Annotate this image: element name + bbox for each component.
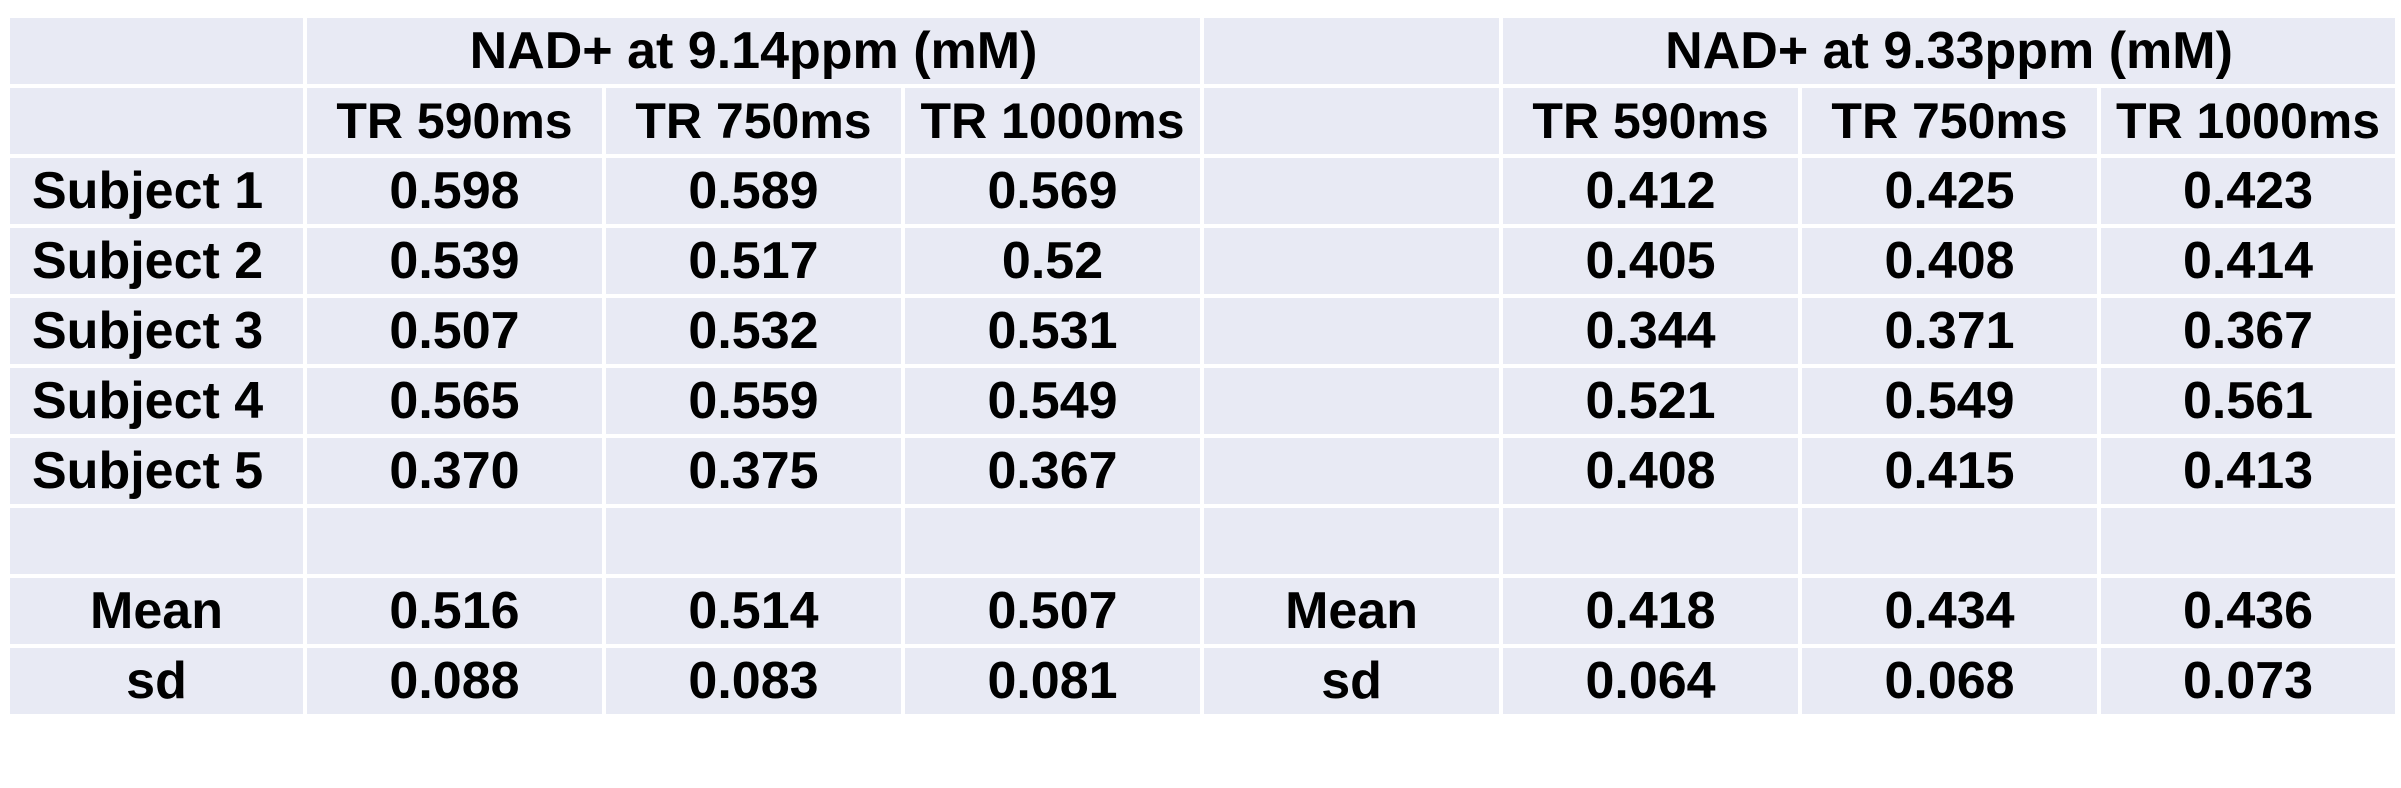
table-row: Subject 1 0.598 0.589 0.569 0.412 0.425 … — [6, 154, 2400, 228]
table-cell: 0.344 — [1499, 294, 1803, 368]
table-cell: 0.531 — [900, 294, 1205, 368]
table-cell: 0.559 — [602, 364, 905, 438]
row-label: Subject 1 — [6, 154, 307, 228]
empty-cell — [1499, 504, 1803, 578]
stat-label: Mean — [6, 574, 307, 648]
table-row: Subject 2 0.539 0.517 0.52 0.405 0.408 0… — [6, 224, 2400, 298]
empty-cell — [303, 504, 606, 578]
spacer-cell — [1200, 84, 1504, 158]
table-cell: 0.549 — [900, 364, 1205, 438]
table-cell: 0.434 — [1798, 574, 2102, 648]
table-cell: 0.516 — [303, 574, 606, 648]
spacer-cell — [1200, 154, 1504, 228]
stats-row-mean: Mean 0.516 0.514 0.507 Mean 0.418 0.434 … — [6, 574, 2400, 648]
table-cell: 0.412 — [1499, 154, 1803, 228]
table-cell: 0.517 — [602, 224, 905, 298]
table-cell: 0.425 — [1798, 154, 2102, 228]
empty-cell — [1798, 504, 2102, 578]
table-cell: 0.436 — [2097, 574, 2400, 648]
row-label: Subject 5 — [6, 434, 307, 508]
subheader-row: TR 590ms TR 750ms TR 1000ms TR 590ms TR … — [6, 84, 2400, 158]
table-cell: 0.371 — [1798, 294, 2102, 368]
table-cell: 0.413 — [2097, 434, 2400, 508]
table-cell: 0.370 — [303, 434, 606, 508]
spacer-cell — [1200, 224, 1504, 298]
table-cell: 0.415 — [1798, 434, 2102, 508]
column-header: TR 1000ms — [900, 84, 1205, 158]
table-cell: 0.418 — [1499, 574, 1803, 648]
table-cell: 0.507 — [900, 574, 1205, 648]
table-cell: 0.414 — [2097, 224, 2400, 298]
empty-cell — [1200, 504, 1504, 578]
stat-label: Mean — [1200, 574, 1504, 648]
table-cell: 0.561 — [2097, 364, 2400, 438]
table-cell: 0.408 — [1499, 434, 1803, 508]
stat-label: sd — [1200, 644, 1504, 718]
group-header-right: NAD+ at 9.33ppm (mM) — [1499, 14, 2400, 88]
row-label: Subject 4 — [6, 364, 307, 438]
empty-cell — [602, 504, 905, 578]
table-cell: 0.081 — [900, 644, 1205, 718]
table-cell: 0.367 — [900, 434, 1205, 508]
stat-label: sd — [6, 644, 307, 718]
table-cell: 0.539 — [303, 224, 606, 298]
table-cell: 0.507 — [303, 294, 606, 368]
table-cell: 0.52 — [900, 224, 1205, 298]
table-cell: 0.073 — [2097, 644, 2400, 718]
nad-table-container: NAD+ at 9.14ppm (mM) NAD+ at 9.33ppm (mM… — [6, 14, 2400, 718]
table-cell: 0.088 — [303, 644, 606, 718]
spacer-cell — [1200, 434, 1504, 508]
row-label: Subject 3 — [6, 294, 307, 368]
table-cell: 0.423 — [2097, 154, 2400, 228]
table-cell: 0.068 — [1798, 644, 2102, 718]
stats-row-sd: sd 0.088 0.083 0.081 sd 0.064 0.068 0.07… — [6, 644, 2400, 718]
table-cell: 0.532 — [602, 294, 905, 368]
empty-cell — [6, 504, 307, 578]
table-cell: 0.521 — [1499, 364, 1803, 438]
corner-cell — [6, 84, 307, 158]
table-cell: 0.064 — [1499, 644, 1803, 718]
nad-concentration-table: NAD+ at 9.14ppm (mM) NAD+ at 9.33ppm (mM… — [6, 14, 2400, 718]
column-header: TR 1000ms — [2097, 84, 2400, 158]
corner-cell — [6, 14, 307, 88]
table-row: Subject 4 0.565 0.559 0.549 0.521 0.549 … — [6, 364, 2400, 438]
table-cell: 0.565 — [303, 364, 606, 438]
table-cell: 0.405 — [1499, 224, 1803, 298]
spacer-cell — [1200, 294, 1504, 368]
table-cell: 0.589 — [602, 154, 905, 228]
table-cell: 0.549 — [1798, 364, 2102, 438]
group-header-left: NAD+ at 9.14ppm (mM) — [302, 14, 1205, 88]
table-cell: 0.514 — [602, 574, 905, 648]
column-header: TR 750ms — [1798, 84, 2102, 158]
spacer-cell — [1200, 364, 1504, 438]
empty-cell — [2097, 504, 2400, 578]
empty-row — [6, 504, 2400, 578]
table-cell: 0.083 — [602, 644, 905, 718]
table-row: Subject 3 0.507 0.532 0.531 0.344 0.371 … — [6, 294, 2400, 368]
table-cell: 0.367 — [2097, 294, 2400, 368]
table-row: Subject 5 0.370 0.375 0.367 0.408 0.415 … — [6, 434, 2400, 508]
table-cell: 0.598 — [303, 154, 606, 228]
column-header: TR 590ms — [1499, 84, 1803, 158]
column-header: TR 590ms — [303, 84, 606, 158]
row-label: Subject 2 — [6, 224, 307, 298]
table-cell: 0.408 — [1798, 224, 2102, 298]
table-cell: 0.375 — [602, 434, 905, 508]
spacer-cell — [1200, 14, 1504, 88]
table-cell: 0.569 — [900, 154, 1205, 228]
group-header-row: NAD+ at 9.14ppm (mM) NAD+ at 9.33ppm (mM… — [6, 14, 2400, 88]
column-header: TR 750ms — [602, 84, 905, 158]
empty-cell — [900, 504, 1205, 578]
